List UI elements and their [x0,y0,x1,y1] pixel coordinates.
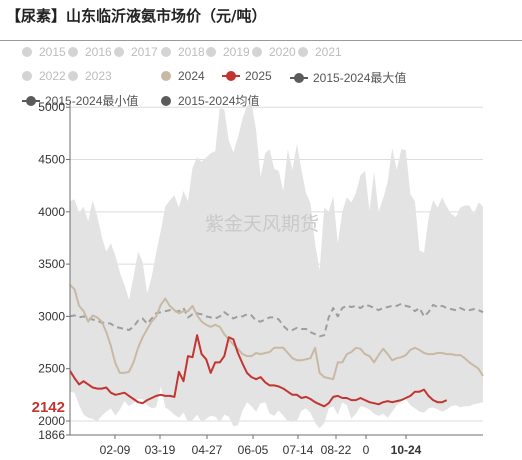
legend-marker-icon [22,95,40,106]
x-tick-label-highlight: 10-24 [391,443,422,457]
legend-marker-icon [206,47,216,57]
y-tick-label: 3000 [38,309,65,323]
legend-item-2015-2024均值[interactable]: 2015-2024均值 [161,92,259,109]
legend-item-2015-2024最大值[interactable]: 2015-2024最大值 [290,69,406,86]
legend-item-2018[interactable]: 2018 [161,45,205,59]
legend-marker-icon [22,47,32,57]
current-value-marker: 2142 [27,396,69,417]
legend-item-2015[interactable]: 2015 [22,45,66,59]
legend: 2015 2016 2017 2018 2019 2020 2021 2022 2023 2024… [0,42,522,108]
watermark: 紫金天风期货 [205,213,319,235]
legend-label: 2015-2024均值 [178,94,260,108]
y-tick-label: 2000 [38,414,65,428]
legend-marker-icon [161,95,171,106]
x-tick-label: 0 [363,443,370,457]
title-divider [0,40,522,41]
legend-item-2020[interactable]: 2020 [252,45,296,59]
legend-marker-icon [252,47,262,57]
y-tick-label: 4000 [38,205,65,219]
legend-label: 2017 [131,45,158,59]
x-tick-label: 06-05 [238,443,269,457]
min-max-band [70,103,483,429]
legend-item-2019[interactable]: 2019 [206,45,250,59]
x-tick-label: 02-09 [100,443,131,457]
legend-item-2017[interactable]: 2017 [114,45,158,59]
legend-label: 2018 [178,45,205,59]
legend-marker-icon [22,71,32,81]
x-tick-label: 07-14 [283,443,314,457]
legend-item-2015-2024最小值[interactable]: 2015-2024最小值 [22,92,138,109]
legend-label: 2025 [245,69,272,83]
legend-label: 2015 [39,45,66,59]
y-tick-label: 5000 [38,100,65,114]
legend-marker-icon [298,47,308,57]
chart-title: 【尿素】山东临沂液氨市场价（元/吨） [6,7,267,25]
legend-label: 2019 [223,45,250,59]
legend-marker-icon [68,47,78,57]
legend-item-2022[interactable]: 2022 [22,69,66,83]
legend-label: 2023 [85,69,112,83]
legend-label: 2016 [85,45,112,59]
legend-marker-icon [114,47,124,57]
x-tick-label: 04-27 [192,443,223,457]
legend-marker-icon [68,71,78,81]
legend-label: 2015-2024最小值 [45,94,139,108]
legend-marker-icon [222,71,240,81]
legend-label: 2021 [315,45,342,59]
series-line-mean [69,302,484,338]
legend-label: 2015-2024最大值 [313,71,407,85]
legend-marker-icon [290,72,308,83]
legend-item-2016[interactable]: 2016 [68,45,112,59]
y-tick-label: 4500 [38,153,65,167]
legend-item-2025[interactable]: 2025 [222,69,272,83]
y-tick-label: 3500 [38,257,65,271]
legend-marker-icon [161,71,171,81]
y-tick-label: 1866 [38,428,65,442]
series-line-2025 [69,334,448,408]
legend-label: 2020 [269,45,296,59]
y-tick-label: 2500 [38,362,65,376]
legend-item-2024[interactable]: 2024 [161,69,205,83]
legend-label: 2022 [39,69,66,83]
legend-marker-icon [161,47,171,57]
legend-item-2023[interactable]: 2023 [68,69,112,83]
x-tick-label: 03-19 [145,443,176,457]
legend-label: 2024 [178,69,205,83]
current-value-label: 2142 [32,399,65,416]
legend-item-2021[interactable]: 2021 [298,45,342,59]
series-line-2024 [69,284,484,381]
current-value-bg [27,396,69,417]
x-tick-label: 08-22 [321,443,352,457]
